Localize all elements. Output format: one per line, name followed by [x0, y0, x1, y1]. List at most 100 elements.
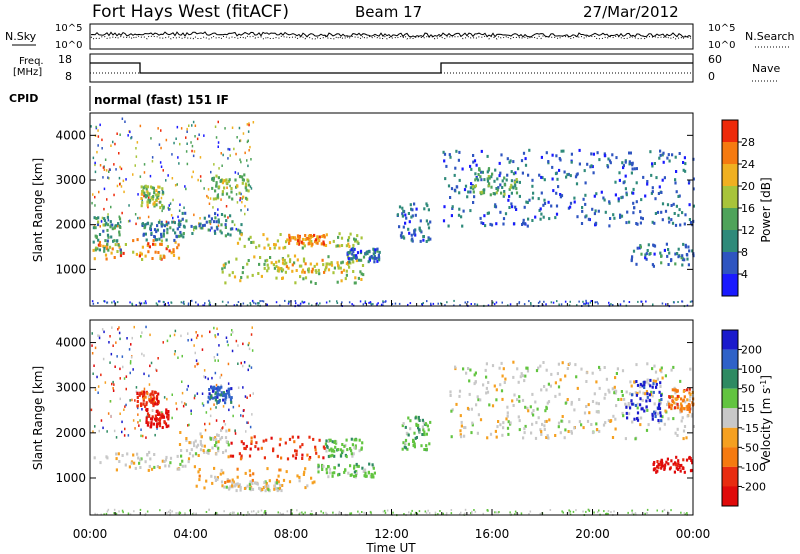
power-echo-pixel [233, 275, 237, 279]
velocity-echo-pixel [355, 438, 358, 442]
velocity-ground-pixel [582, 510, 584, 513]
power-echo-pixel [660, 191, 663, 194]
velocity-noise-pixel [125, 403, 127, 407]
velocity-echo-pixel [370, 472, 373, 476]
velocity-echo-pixel [423, 433, 426, 437]
power-echo-pixel [104, 253, 108, 257]
power-echo-pixel [524, 157, 527, 161]
velocity-colorbar-tick-label: -200 [741, 480, 766, 493]
velocity-echo-pixel [559, 431, 562, 435]
power-echo-pixel [119, 251, 123, 255]
power-echo-pixel [567, 172, 570, 176]
power-echo-pixel [202, 224, 205, 228]
velocity-echo-pixel [152, 422, 155, 426]
velocity-noise-pixel [94, 388, 97, 391]
power-echo-pixel [427, 208, 430, 212]
power-echo-pixel [640, 252, 643, 256]
power-ground-pixel [91, 300, 94, 303]
velocity-echo-pixel [531, 422, 534, 426]
velocity-echo-pixel [205, 479, 208, 483]
power-echo-pixel [178, 223, 181, 227]
velocity-echo-pixel [530, 431, 533, 435]
velocity-echo-pixel [150, 423, 153, 427]
velocity-echo-pixel [321, 465, 324, 469]
freq-tick-bottom: 8 [65, 70, 72, 83]
x-tick-label: 00:00 [676, 527, 711, 541]
velocity-echo-pixel [328, 448, 331, 452]
velocity-echo-pixel [294, 449, 297, 453]
velocity-echo-pixel [661, 376, 664, 380]
power-echo-pixel [225, 192, 229, 196]
power-noise-pixel [108, 170, 110, 173]
power-echo-pixel [182, 232, 185, 235]
velocity-y-tick-label: 1000 [55, 471, 86, 485]
velocity-ground-pixel [216, 512, 218, 515]
power-noise-pixel [250, 158, 252, 161]
velocity-echo-pixel [220, 391, 223, 395]
power-echo-pixel [458, 191, 461, 195]
velocity-echo-pixel [666, 403, 669, 407]
power-echo-pixel [288, 260, 292, 264]
power-echo-pixel [684, 213, 687, 217]
velocity-echo-pixel [566, 367, 569, 370]
power-echo-pixel [307, 267, 310, 271]
velocity-echo-pixel [652, 382, 655, 386]
velocity-ground-pixel [683, 512, 686, 515]
velocity-echo-pixel [455, 402, 458, 406]
velocity-echo-pixel [350, 437, 353, 441]
power-ground-pixel [325, 301, 328, 304]
velocity-noise-pixel [106, 430, 108, 433]
velocity-noise-pixel [252, 392, 254, 395]
power-colorbar-segment [722, 186, 738, 208]
velocity-echo-pixel [278, 487, 282, 490]
velocity-echo-pixel [667, 400, 670, 404]
velocity-noise-pixel [132, 368, 134, 371]
power-echo-pixel [163, 255, 166, 259]
velocity-echo-pixel [208, 397, 211, 401]
power-echo-pixel [352, 270, 355, 273]
power-noise-pixel [169, 207, 171, 211]
power-echo-pixel [411, 237, 414, 241]
velocity-echo-pixel [529, 405, 532, 409]
velocity-echo-pixel [206, 400, 210, 404]
velocity-echo-pixel [643, 409, 646, 413]
velocity-echo-pixel [211, 386, 214, 390]
velocity-echo-pixel [499, 383, 502, 387]
velocity-echo-pixel [500, 389, 504, 393]
power-echo-pixel [223, 214, 226, 218]
power-ground-pixel [92, 302, 95, 305]
velocity-noise-pixel [196, 334, 199, 337]
power-noise-pixel [228, 148, 231, 151]
power-echo-pixel [488, 176, 491, 180]
power-ground-pixel [299, 302, 302, 305]
power-echo-pixel [641, 217, 644, 221]
velocity-echo-pixel [489, 432, 493, 436]
velocity-noise-pixel [204, 422, 206, 426]
power-noise-pixel [202, 227, 204, 230]
power-echo-pixel [429, 220, 432, 224]
power-ground-pixel [116, 301, 119, 304]
power-noise-pixel [121, 211, 123, 215]
velocity-echo-pixel [222, 391, 226, 395]
power-echo-pixel [558, 157, 561, 160]
power-echo-pixel [656, 210, 660, 214]
power-echo-pixel [113, 226, 116, 230]
velocity-noise-pixel [129, 399, 131, 402]
velocity-noise-pixel [121, 430, 123, 434]
power-echo-pixel [311, 242, 314, 246]
velocity-echo-pixel [675, 466, 678, 470]
power-echo-pixel [275, 264, 278, 268]
power-echo-pixel [614, 193, 617, 197]
power-echo-pixel [648, 252, 651, 256]
power-echo-pixel [243, 173, 246, 177]
power-noise-pixel [158, 219, 161, 222]
power-echo-pixel [151, 257, 154, 260]
power-echo-pixel [311, 267, 314, 271]
velocity-ground-pixel [610, 511, 612, 514]
power-echo-pixel [322, 242, 325, 246]
power-echo-pixel [470, 182, 473, 186]
freq-label-1: Freq. [19, 56, 44, 67]
power-echo-pixel [167, 221, 170, 225]
power-ground-pixel [317, 304, 320, 307]
